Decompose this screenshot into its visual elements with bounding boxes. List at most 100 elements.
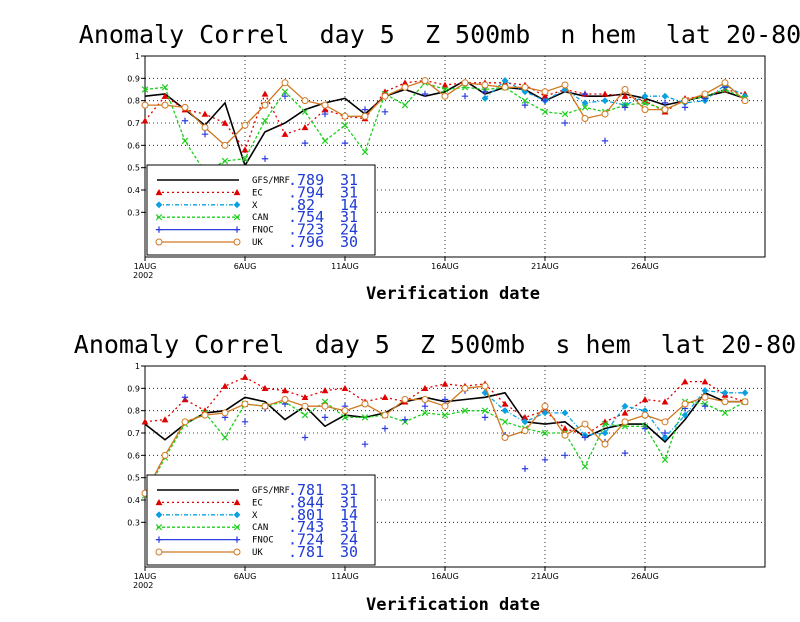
data-point	[721, 79, 729, 87]
data-point	[441, 380, 449, 387]
data-point	[541, 97, 549, 104]
data-point	[341, 384, 349, 392]
data-point	[621, 104, 629, 111]
data-point	[381, 411, 389, 419]
data-point	[541, 88, 549, 96]
data-point	[155, 511, 163, 519]
data-point	[421, 403, 429, 410]
legend-series-count: 31	[340, 208, 358, 226]
data-point	[641, 425, 649, 432]
data-point	[241, 146, 249, 153]
data-point	[361, 414, 369, 421]
legend-series-name: X	[252, 511, 258, 521]
data-point	[561, 425, 569, 432]
y-tick-label: 1	[135, 52, 140, 61]
data-point	[141, 86, 149, 93]
y-tick-label: 0.8	[127, 97, 140, 106]
data-point	[641, 92, 649, 100]
data-point	[741, 389, 749, 397]
data-point	[701, 90, 709, 98]
data-point	[301, 402, 309, 410]
data-point	[341, 122, 349, 129]
data-point	[481, 382, 489, 390]
series-uk	[141, 77, 749, 149]
data-point	[581, 104, 589, 111]
data-point	[221, 409, 229, 417]
data-point	[233, 511, 241, 519]
y-tick-label: 0.4	[127, 186, 140, 195]
data-point	[441, 81, 449, 88]
data-point	[181, 418, 189, 426]
data-point	[261, 402, 269, 410]
legend-series-score: .796	[288, 233, 324, 251]
data-point	[261, 155, 269, 162]
data-point	[401, 83, 409, 91]
data-point	[201, 411, 209, 419]
data-point	[321, 110, 329, 118]
x-tick-label: 2002	[133, 271, 153, 280]
data-point	[301, 124, 309, 131]
data-point	[233, 189, 241, 196]
data-point	[741, 398, 749, 406]
data-point	[361, 112, 369, 120]
data-point	[581, 434, 589, 441]
data-point	[541, 429, 549, 437]
data-point	[141, 418, 149, 425]
data-point	[341, 139, 349, 147]
data-point	[381, 425, 389, 432]
data-point	[481, 407, 489, 414]
data-point	[341, 414, 349, 421]
data-point	[155, 548, 163, 556]
data-point	[301, 108, 309, 116]
data-point	[241, 155, 249, 162]
data-point	[561, 452, 569, 459]
y-tick-label: 0.7	[127, 429, 140, 438]
data-point	[581, 420, 589, 428]
x-tick-label: 16AUG	[431, 262, 459, 271]
x-tick-label: 26AUG	[631, 262, 659, 271]
series-x	[481, 387, 749, 441]
data-point	[155, 523, 163, 531]
data-point	[181, 137, 189, 145]
data-point	[241, 121, 249, 129]
chart-title: Anomaly Correl day 5 Z 500mb s hem lat 2…	[74, 330, 796, 359]
data-point	[233, 536, 241, 543]
data-point	[461, 407, 469, 414]
y-tick-label: 0.5	[127, 164, 140, 173]
data-point	[161, 451, 169, 459]
data-point	[501, 418, 509, 426]
data-point	[301, 411, 309, 419]
data-point	[521, 101, 529, 109]
x-axis-label: Verification date	[366, 595, 540, 615]
data-point	[421, 384, 429, 392]
data-point	[321, 137, 329, 145]
data-point	[661, 434, 669, 441]
data-point	[621, 418, 629, 426]
chart-title: Anomaly Correl day 5 Z 500mb n hem lat 2…	[79, 20, 800, 49]
data-point	[541, 108, 549, 116]
data-point	[281, 387, 289, 394]
data-point	[181, 117, 189, 124]
y-tick-label: 0.8	[127, 407, 140, 416]
data-point	[481, 414, 489, 421]
data-point	[681, 400, 689, 408]
legend: GFS/MRF.789 31 EC .794 31 X .82 14 CAN .754 31 FNOC…	[146, 164, 376, 256]
data-point	[741, 97, 749, 105]
data-point	[641, 106, 649, 114]
legend-series-name: EC	[252, 498, 263, 508]
y-tick-label: 0.7	[127, 119, 140, 128]
data-point	[221, 157, 229, 165]
y-tick-label: 0.9	[127, 74, 140, 83]
data-point	[381, 393, 389, 400]
legend-series-score: .801	[288, 506, 324, 524]
data-point	[541, 409, 549, 417]
data-point	[141, 117, 149, 124]
data-point	[541, 456, 549, 463]
legend-series-name: X	[252, 201, 258, 211]
x-tick-label: 6AUG	[234, 572, 257, 581]
data-point	[601, 440, 609, 448]
legend-series-name: UK	[252, 548, 263, 558]
legend-series-score: .789	[288, 171, 324, 189]
legend-series-count: 30	[340, 233, 358, 251]
data-point	[721, 389, 729, 397]
